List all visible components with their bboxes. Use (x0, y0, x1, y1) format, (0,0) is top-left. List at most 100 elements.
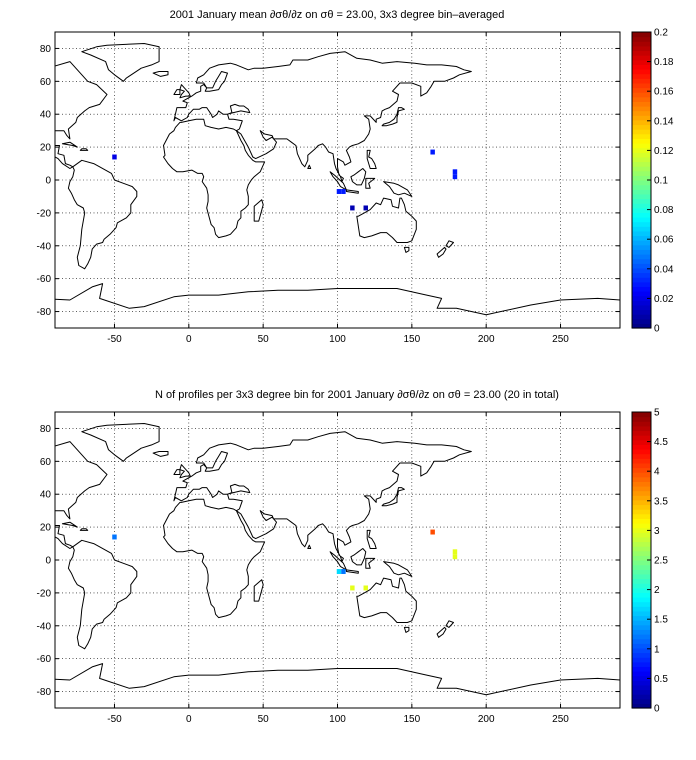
colorbar-segment (632, 240, 651, 246)
colorbar-tick-label: 0.14 (654, 116, 674, 127)
colorbar-segment (632, 166, 651, 172)
colorbar-tick-label: 5 (654, 408, 660, 419)
colorbar: 0 0.5 1 1.5 2 2.5 3 3.5 4 4.5 5 (631, 408, 668, 715)
coastline-shape (152, 451, 169, 457)
y-axis: 80 60 40 20 0 -20 -40 -60 -80 (37, 44, 620, 318)
colorbar-segment (632, 32, 651, 38)
colorbar-segment (632, 249, 651, 255)
y-tick-label: -80 (37, 687, 52, 698)
coastline-shape (173, 89, 181, 95)
colorbar-segment (632, 226, 651, 232)
coastline-shape (61, 521, 78, 528)
grid-lines (55, 32, 620, 328)
colorbar-segment (632, 527, 651, 533)
coastline-shape (179, 464, 191, 479)
colorbar-segment (632, 518, 651, 524)
data-cell (363, 205, 368, 211)
coastline-shape (366, 529, 377, 549)
colorbar-tick-label: 0.08 (654, 205, 674, 216)
x-tick-label: 50 (258, 714, 270, 725)
coastline-shape (366, 149, 377, 169)
colorbar-segment (632, 198, 651, 204)
colorbar-segment (632, 212, 651, 218)
colorbar-segment (632, 610, 651, 617)
x-tick-label: 200 (478, 334, 495, 345)
x-tick-label: -50 (107, 714, 122, 725)
coastline-shape (173, 51, 472, 183)
colorbar-segment (632, 569, 651, 575)
coastline-shape (383, 181, 413, 197)
coastline-shape (383, 561, 413, 577)
colorbar-segment (632, 267, 651, 274)
colorbar-segment (632, 64, 651, 70)
colorbar-segment (632, 147, 651, 153)
coastline-shape (365, 177, 376, 189)
coastline-shape (445, 240, 454, 248)
colorbar-segment (632, 671, 651, 677)
colorbar-segment (632, 184, 651, 190)
colorbar-segment (632, 258, 651, 264)
x-tick-label: 150 (403, 714, 420, 725)
colorbar-segment (632, 546, 651, 552)
colorbar-segment (632, 703, 651, 709)
colorbar-segment (632, 592, 651, 598)
colorbar-segment (632, 152, 651, 158)
data-cell (350, 205, 355, 211)
colorbar-segment (632, 629, 651, 635)
x-tick-label: 100 (329, 334, 346, 345)
colorbar-segment (632, 235, 651, 241)
y-tick-label: 60 (40, 457, 52, 468)
coastline-shape (79, 148, 89, 151)
colorbar-segment (632, 82, 651, 89)
colorbar-segment (632, 300, 651, 306)
data-cell (336, 569, 342, 574)
y-tick-label: 20 (40, 143, 52, 154)
colorbar-segment (632, 597, 651, 603)
coastline-shape (381, 487, 405, 507)
data-cell (112, 154, 117, 160)
colorbar-tick-label: 1 (654, 644, 660, 655)
grid-lines (55, 412, 620, 708)
colorbar-segment (632, 643, 651, 649)
y-tick-label: 40 (40, 110, 52, 121)
colorbar-segment (632, 449, 651, 455)
y-tick-label: -60 (37, 274, 52, 285)
coastline-shape (345, 569, 359, 574)
colorbar-segment (632, 587, 651, 593)
coastline-shape (345, 189, 359, 194)
colorbar-segment (632, 560, 651, 566)
colorbar-segment (632, 263, 651, 269)
colorbar-segment (632, 156, 651, 163)
colorbar-tick-label: 0 (654, 704, 660, 715)
colorbar-segment (632, 444, 651, 450)
colorbar-segment (632, 124, 651, 130)
colorbar-segment (632, 620, 651, 626)
coastline-shape (381, 107, 405, 127)
colorbar-tick-label: 2.5 (654, 556, 668, 567)
colorbar-segment (632, 564, 651, 570)
colorbar-tick-label: 4.5 (654, 437, 668, 448)
coastline-shape (356, 577, 417, 623)
colorbar-segment (632, 55, 651, 61)
y-tick-label: 0 (45, 176, 51, 187)
colorbar-segment (632, 59, 651, 65)
data-cell (336, 189, 342, 194)
coastline-shape (173, 431, 472, 563)
data-cells (112, 529, 458, 591)
colorbar-segment (632, 624, 651, 630)
y-tick-label: -20 (37, 588, 52, 599)
colorbar-segment (632, 666, 651, 672)
colorbar-segment (632, 277, 651, 283)
colorbar-segment (632, 578, 651, 584)
coastline-shape (445, 620, 454, 628)
colorbar-tick-label: 0 (654, 324, 660, 335)
colorbar-segment (632, 106, 651, 112)
data-cell (452, 554, 458, 560)
colorbar-segment (632, 221, 651, 227)
x-tick-label: 200 (478, 714, 495, 725)
coastline-shape (436, 246, 447, 258)
colorbar-segment (632, 119, 651, 126)
colorbar-segment (632, 467, 651, 473)
colorbar-segment (632, 230, 651, 237)
colorbar-tick-label: 1.5 (654, 615, 668, 626)
